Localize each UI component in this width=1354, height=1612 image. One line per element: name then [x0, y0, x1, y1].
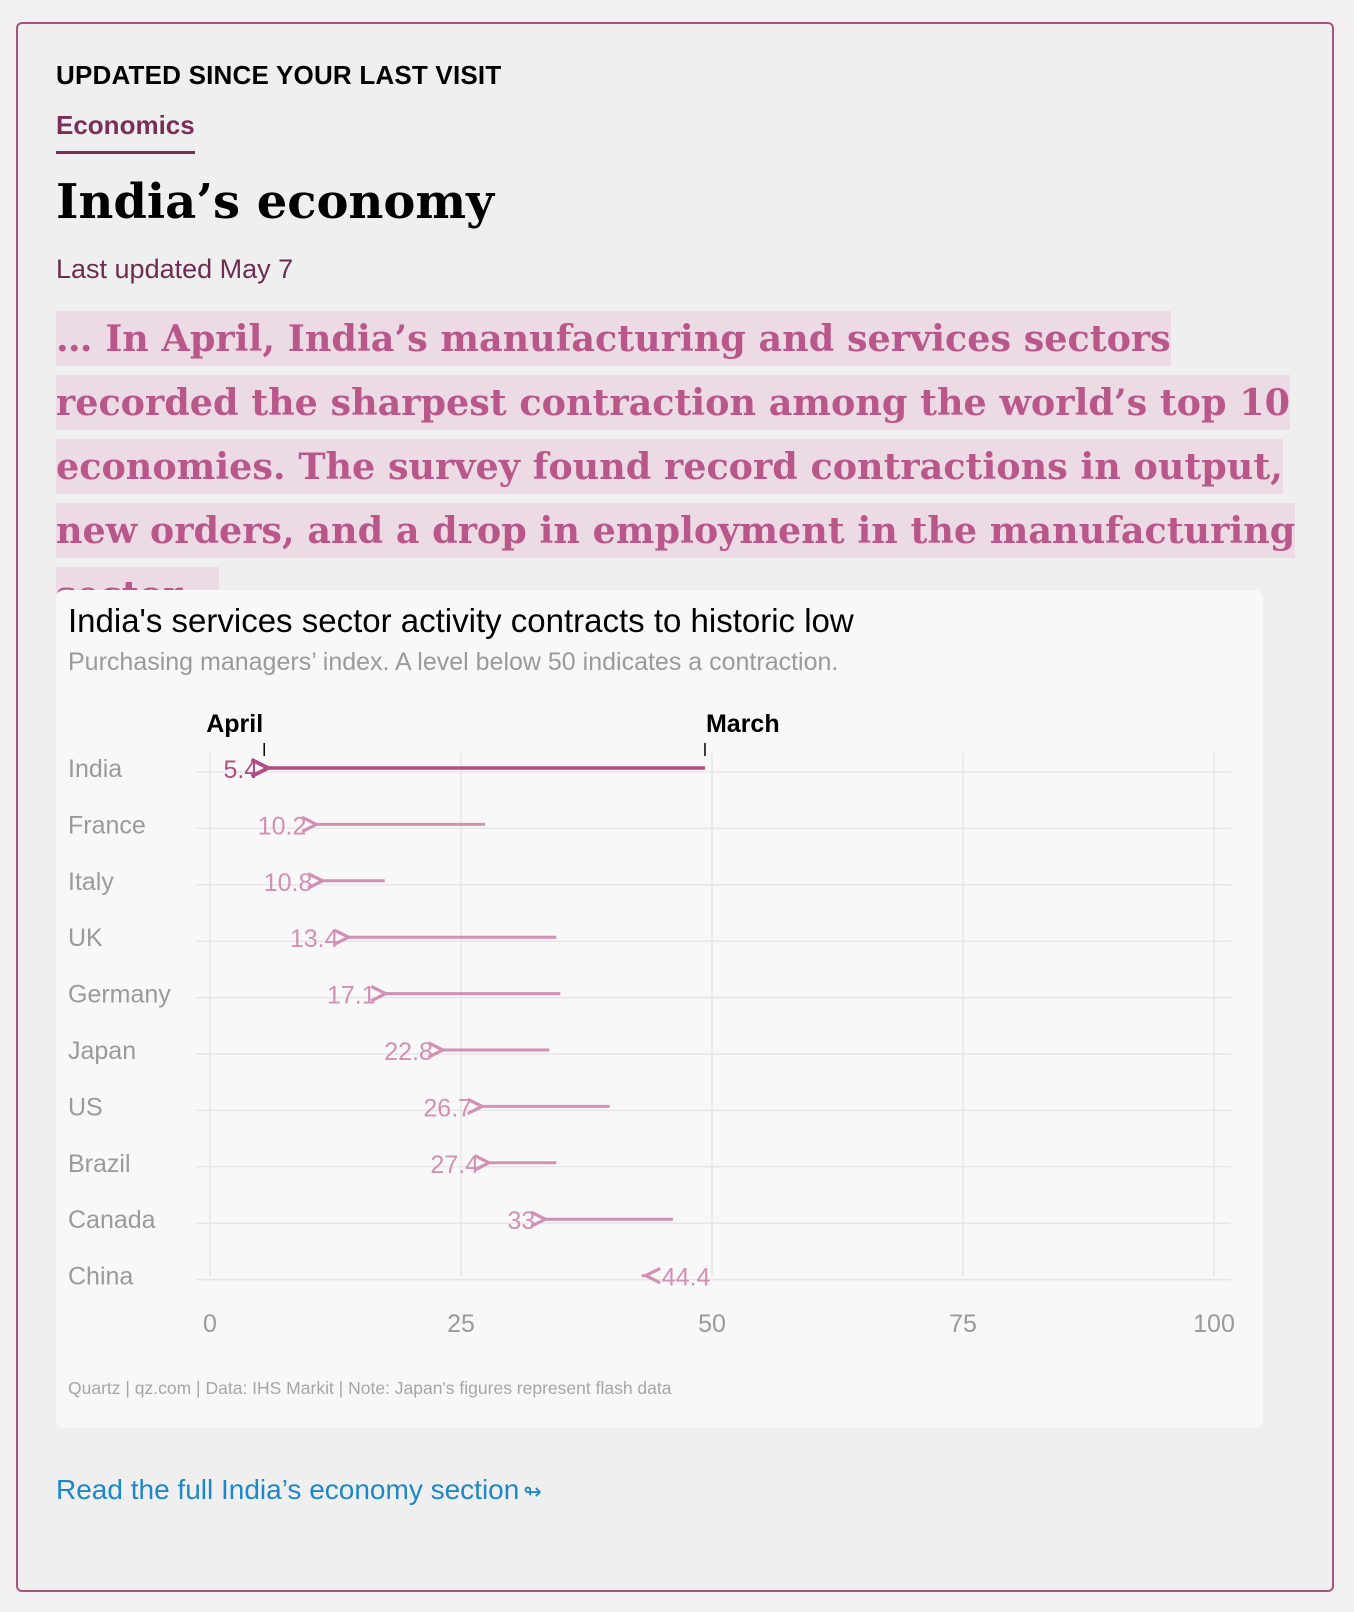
country-label: Italy	[68, 868, 114, 896]
value-label: 22.8	[384, 1038, 433, 1066]
x-tick-label: 0	[203, 1310, 217, 1338]
value-label: 13.4	[290, 925, 339, 953]
country-label: France	[68, 811, 146, 839]
value-label: 44.4	[662, 1264, 711, 1292]
value-label: 10.8	[264, 869, 313, 897]
last-updated: Last updated May 7	[56, 254, 294, 284]
chart-title: India's services sector activity contrac…	[68, 602, 854, 639]
chart-container: India's services sector activity contrac…	[56, 590, 1263, 1428]
chart-subtitle: Purchasing managers’ index. A level belo…	[68, 648, 839, 676]
value-label: 5.4	[223, 756, 258, 784]
value-label: 10.2	[258, 812, 307, 840]
eyebrow-label: UPDATED SINCE YOUR LAST VISIT	[56, 60, 502, 90]
country-label: Brazil	[68, 1150, 131, 1178]
country-label: India	[68, 755, 122, 783]
country-label: UK	[68, 924, 103, 952]
pull-quote: … In April, India’s manufacturing and se…	[56, 307, 1296, 627]
section-tag-economics[interactable]: Economics	[56, 110, 195, 154]
value-label: 33	[508, 1207, 536, 1235]
chart-plot: 0 25 50 75 100 India 5.4 April March France 10.2 It…	[68, 710, 1235, 1338]
x-tick-label: 100	[1193, 1310, 1235, 1338]
update-card: UPDATED SINCE YOUR LAST VISIT Economics …	[16, 22, 1334, 1592]
value-label: 27.4	[430, 1151, 479, 1179]
country-label: Canada	[68, 1206, 156, 1234]
read-more-link[interactable]: Read the full India’s economy section ↬	[56, 1474, 542, 1506]
arrow-right-icon: ↬	[523, 1479, 542, 1504]
value-label: 17.1	[327, 982, 376, 1010]
pull-quote-text: … In April, India’s manufacturing and se…	[56, 311, 1296, 622]
read-more-label: Read the full India’s economy section	[56, 1474, 520, 1505]
x-tick-label: 25	[447, 1310, 475, 1338]
x-tick-label: 50	[698, 1310, 726, 1338]
value-label: 26.7	[423, 1094, 472, 1122]
page-title: India’s economy	[56, 174, 495, 230]
x-tick-label: 75	[949, 1310, 977, 1338]
country-label: US	[68, 1093, 103, 1121]
legend-label-march: March	[706, 710, 780, 738]
chart-source: Quartz | qz.com | Data: IHS Markit | Not…	[68, 1378, 672, 1398]
country-label: Japan	[68, 1037, 136, 1065]
country-label: China	[68, 1263, 133, 1291]
legend-label-april: April	[206, 710, 263, 738]
country-label: Germany	[68, 981, 171, 1009]
